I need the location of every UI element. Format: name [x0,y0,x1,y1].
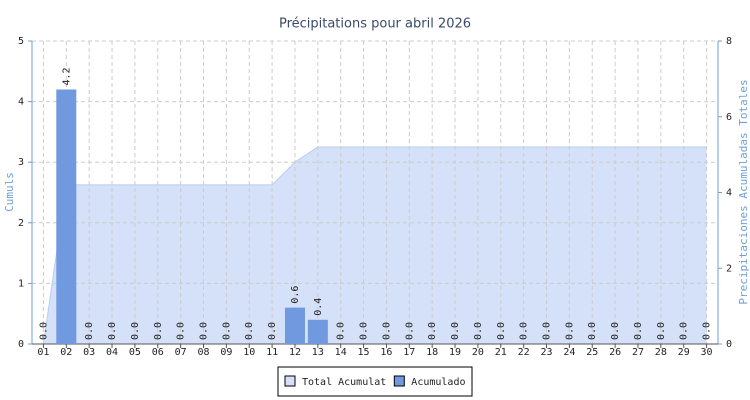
value-label: 0.0 [427,322,438,340]
value-label: 0.0 [38,322,49,340]
y2-tick-label: 6 [726,112,732,123]
value-label: 0.0 [84,322,95,340]
value-label: 0.0 [381,322,392,340]
x-tick-label: 24 [563,347,575,358]
x-tick-label: 28 [655,347,667,358]
x-tick-label: 14 [335,347,347,358]
x-tick-label: 16 [380,347,392,358]
value-label: 0.0 [404,322,415,340]
value-label: 0.0 [199,322,210,340]
x-tick-label: 11 [266,347,278,358]
x-tick-label: 02 [60,347,72,358]
x-tick-label: 17 [403,347,415,358]
y2-tick-label: 4 [726,188,732,199]
bar [56,89,77,344]
y-tick-label: 4 [18,97,24,108]
y-tick-label: 2 [18,218,24,229]
x-tick-label: 12 [289,347,301,358]
x-tick-label: 25 [586,347,598,358]
value-label: 0.0 [610,322,621,340]
value-label: 0.0 [221,322,232,340]
x-tick-label: 13 [312,347,324,358]
value-label: 0.6 [290,286,301,304]
value-label: 0.0 [107,322,118,340]
value-label: 0.0 [587,322,598,340]
legend-label: Acumulado [411,377,465,388]
y-tick-label: 0 [18,339,24,350]
x-tick-label: 30 [701,347,713,358]
x-tick-label: 21 [495,347,507,358]
x-tick-label: 29 [678,347,690,358]
x-tick-label: 20 [472,347,484,358]
x-tick-label: 22 [518,347,530,358]
x-tick-label: 19 [449,347,461,358]
x-tick-label: 05 [129,347,141,358]
y2-axis-label: Precipitaciones Acumuladas Totales [737,79,750,304]
y-tick-label: 3 [18,157,24,168]
value-label: 0.0 [564,322,575,340]
bar [284,307,305,344]
x-tick-label: 10 [243,347,255,358]
x-tick-label: 18 [426,347,438,358]
legend [277,366,473,397]
value-label: 0.0 [336,322,347,340]
area-line [42,146,707,345]
y-tick-label: 5 [18,36,24,47]
value-label: 0.0 [244,322,255,340]
y2-tick-label: 2 [726,263,732,274]
value-label: 0.0 [267,322,278,340]
bar [307,319,328,344]
y2-tick-label: 8 [726,36,732,47]
x-tick-label: 09 [220,347,232,358]
x-tick-label: 08 [197,347,209,358]
value-label: 0.0 [153,322,164,340]
legend-label: Total Acumulat [302,377,386,388]
value-label: 0.0 [702,322,713,340]
x-tick-label: 07 [175,347,187,358]
legend-swatch [284,375,296,387]
value-label: 0.0 [496,322,507,340]
y2-tick-label: 0 [726,339,732,350]
x-tick-label: 01 [37,347,49,358]
x-tick-label: 04 [106,347,118,358]
value-label: 0.0 [542,322,553,340]
x-tick-label: 27 [632,347,644,358]
x-tick-label: 06 [152,347,164,358]
y-tick-label: 1 [18,278,24,289]
legend-swatch [393,375,405,387]
y-axis-label: Cumuls [3,172,16,212]
x-tick-label: 23 [540,347,552,358]
chart-title: Précipitations pour abril 2026 [279,17,471,32]
value-label: 0.0 [656,322,667,340]
value-label: 4.2 [61,67,72,85]
value-label: 0.0 [450,322,461,340]
value-label: 0.4 [313,298,324,316]
value-label: 0.0 [679,322,690,340]
value-label: 0.0 [473,322,484,340]
x-tick-label: 26 [609,347,621,358]
value-label: 0.0 [176,322,187,340]
x-tick-label: 15 [358,347,370,358]
x-tick-label: 03 [83,347,95,358]
value-label: 0.0 [519,322,530,340]
area-fill [43,147,707,344]
value-label: 0.0 [633,322,644,340]
value-label: 0.0 [130,322,141,340]
value-label: 0.0 [359,322,370,340]
